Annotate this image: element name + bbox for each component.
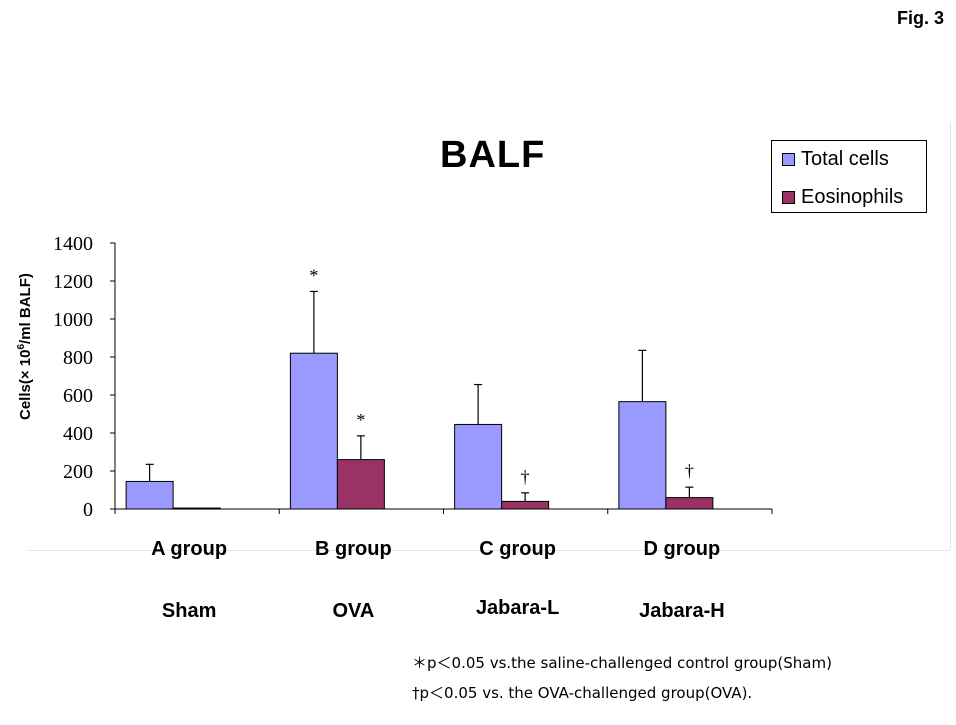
y-tick-label: 0 <box>83 499 93 521</box>
significance-marker: * <box>356 410 365 430</box>
legend-label-total-cells: Total cells <box>801 148 889 170</box>
y-tick-label: 200 <box>63 461 93 483</box>
significance-marker: * <box>309 265 318 285</box>
x-category-label: C group <box>479 538 556 560</box>
legend-item-eosinophils: Eosinophils <box>782 186 903 209</box>
y-tick-label: 1400 <box>53 233 93 255</box>
legend-label-eosinophils: Eosinophils <box>801 186 904 208</box>
bar-eosinophils <box>501 500 550 510</box>
y-tick-label: 1000 <box>53 309 93 331</box>
footnote-significance-sham: ＊p＜0.05 vs.the saline-challenged control… <box>412 654 832 672</box>
group-name-label: Jabara-H <box>639 600 725 622</box>
x-category-label: D group <box>643 538 721 560</box>
bar-total-cells <box>454 423 503 510</box>
chart-legend: Total cells Eosinophils <box>771 140 927 213</box>
significance-marker: † <box>685 461 694 481</box>
bar-total-cells <box>618 401 667 510</box>
group-name-label: Jabara-L <box>475 597 560 619</box>
bar-total-cells <box>289 352 338 510</box>
y-tick-label: 600 <box>63 385 93 407</box>
bar-eosinophils <box>665 497 714 510</box>
panel-border-right <box>950 122 951 550</box>
significance-marker: † <box>521 467 530 487</box>
figure-label: Fig. 3 <box>896 8 944 28</box>
chart-title: BALF <box>440 134 546 176</box>
footnote-significance-ova: †p＜0.05 vs. the OVA-challenged group(OVA… <box>412 684 753 702</box>
x-category-label: A group <box>151 538 228 560</box>
y-tick-label: 800 <box>63 347 93 369</box>
legend-swatch-eosinophils <box>782 191 795 204</box>
bar-eosinophils <box>172 507 221 510</box>
bar-eosinophils <box>336 459 385 510</box>
group-name-label: OVA <box>332 600 375 622</box>
bar-total-cells <box>125 480 174 510</box>
y-tick-label: 1200 <box>53 271 93 293</box>
y-tick-label: 400 <box>63 423 93 445</box>
group-name-label: Sham <box>161 600 217 622</box>
x-category-label: B group <box>315 538 392 560</box>
legend-swatch-total-cells <box>782 153 795 166</box>
panel-border-bottom <box>28 550 950 551</box>
legend-item-total-cells: Total cells <box>782 148 889 171</box>
